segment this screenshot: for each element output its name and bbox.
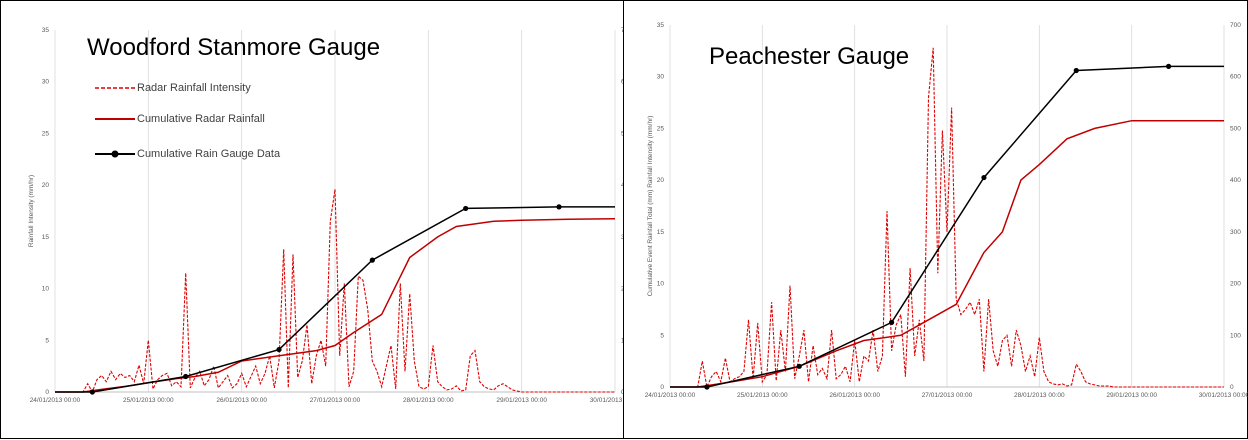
series-marker: [463, 205, 469, 212]
x-tick-label: 26/01/2013 00:00: [829, 392, 880, 399]
x-tick-label: 27/01/2013 00:00: [310, 397, 361, 404]
chart-title: Woodford Stanmore Gauge: [87, 34, 381, 61]
y2-tick-label: 100: [1230, 332, 1241, 339]
x-tick-label: 30/01/2013 00:00: [590, 397, 625, 404]
x-tick-label: 30/01/2013 00:00: [1199, 392, 1248, 399]
y-tick-label: 5: [45, 337, 49, 344]
x-tick-label: 28/01/2013 00:00: [403, 397, 454, 404]
y2-tick-label: 600: [1230, 74, 1241, 81]
y-tick-label: 20: [657, 177, 665, 184]
x-tick-label: 29/01/2013 00:00: [496, 397, 547, 404]
x-tick-label: 25/01/2013 00:00: [123, 397, 174, 404]
y2-tick-label: 700: [1230, 22, 1241, 29]
chart-svg-woodford: 05101520253035010020030040050060070024/0…: [28, 27, 625, 404]
y-tick-label: 25: [42, 130, 50, 137]
series-marker: [1166, 63, 1172, 69]
y-axis-label: Rainfall Intensity (mm/hr): [28, 175, 35, 247]
series-line-0: [670, 47, 1224, 389]
series-marker: [981, 174, 987, 181]
y2-tick-label: 200: [1230, 281, 1241, 288]
y-tick-label: 35: [42, 27, 50, 34]
y-tick-label: 5: [660, 332, 664, 339]
chart-legend: Radar Rainfall Intensity Cumulative Rada…: [95, 81, 355, 171]
series-line-1: [670, 119, 1224, 388]
x-tick-label: 25/01/2013 00:00: [737, 392, 788, 399]
chart-title: Peachester Gauge: [709, 43, 910, 70]
series-marker: [704, 384, 710, 390]
series-line-0: [55, 189, 615, 394]
x-tick-label: 26/01/2013 00:00: [216, 397, 267, 404]
legend-label: Radar Rainfall Intensity: [137, 82, 251, 94]
y-tick-label: 30: [657, 74, 665, 81]
y-axis-label: Cumulative Event Rainfall Total (mm) Rai…: [647, 116, 654, 297]
x-tick-label: 28/01/2013 00:00: [1014, 392, 1065, 399]
x-tick-label: 27/01/2013 00:00: [922, 392, 973, 399]
series-marker: [89, 389, 95, 395]
y-tick-label: 0: [45, 389, 49, 396]
series-marker: [369, 257, 375, 263]
y-tick-label: 0: [660, 384, 664, 391]
legend-label: Cumulative Radar Rainfall: [137, 113, 265, 125]
y-tick-label: 35: [657, 22, 665, 29]
y2-tick-label: 0: [1230, 384, 1234, 391]
y-tick-label: 10: [657, 281, 665, 288]
chart-svg-peachester: 0 5 10 15 20 25 30 35 0 100 200 300 400 500 600 700 24/0…: [645, 22, 1248, 399]
series-line-2: [670, 65, 1224, 388]
series-marker: [889, 319, 895, 325]
series-marker: [556, 204, 562, 210]
y2-tick-label: 500: [1230, 125, 1241, 132]
series-marker: [796, 363, 802, 369]
y-tick-label: 10: [42, 286, 50, 293]
series-marker: [183, 373, 189, 380]
x-tick-label: 24/01/2013 00:00: [30, 397, 81, 404]
y-tick-label: 15: [42, 234, 50, 241]
legend-swatch-marker: [95, 150, 135, 158]
y2-tick-label: 300: [1230, 229, 1241, 236]
legend-label: Cumulative Rain Gauge Data: [137, 148, 281, 160]
y-tick-label: 25: [657, 125, 665, 132]
series-marker: [276, 346, 282, 353]
chart-panel-woodford: 05101520253035010020030040050060070024/0…: [0, 0, 625, 439]
y-tick-label: 20: [42, 182, 50, 189]
y-tick-label: 30: [42, 79, 50, 86]
legend-swatch-dashed: [95, 87, 135, 89]
y-tick-label: 15: [657, 229, 665, 236]
chart-panel-peachester: 0 5 10 15 20 25 30 35 0 100 200 300 400 500 600 700 24/0…: [623, 0, 1248, 439]
legend-swatch-solid: [95, 118, 135, 120]
series-marker: [1073, 67, 1079, 74]
x-tick-label: 24/01/2013 00:00: [645, 392, 696, 399]
x-tick-label: 29/01/2013 00:00: [1106, 392, 1157, 399]
y2-tick-label: 400: [1230, 177, 1241, 184]
series-line-2: [55, 206, 615, 393]
